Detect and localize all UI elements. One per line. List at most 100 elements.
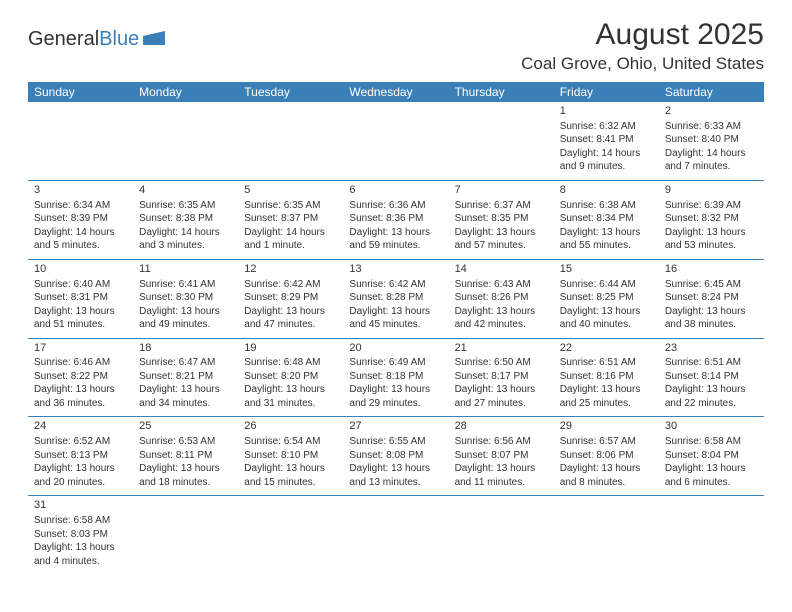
calendar-day: 3Sunrise: 6:34 AMSunset: 8:39 PMDaylight…	[28, 180, 133, 259]
daylight-line: Daylight: 14 hours and 9 minutes.	[560, 147, 653, 174]
sunset-line: Sunset: 8:16 PM	[560, 370, 653, 384]
sunset-line: Sunset: 8:24 PM	[665, 291, 758, 305]
daylight-line: Daylight: 13 hours and 34 minutes.	[139, 383, 232, 410]
calendar-empty	[449, 496, 554, 574]
daylight-line: Daylight: 14 hours and 3 minutes.	[139, 226, 232, 253]
sunset-line: Sunset: 8:03 PM	[34, 528, 127, 542]
sunrise-line: Sunrise: 6:52 AM	[34, 435, 127, 449]
daylight-line: Daylight: 13 hours and 22 minutes.	[665, 383, 758, 410]
day-number: 20	[349, 341, 442, 356]
day-number: 15	[560, 262, 653, 277]
sunrise-line: Sunrise: 6:50 AM	[455, 356, 548, 370]
day-number: 27	[349, 419, 442, 434]
sunset-line: Sunset: 8:37 PM	[244, 212, 337, 226]
sunset-line: Sunset: 8:08 PM	[349, 449, 442, 463]
sunrise-line: Sunrise: 6:39 AM	[665, 199, 758, 213]
logo: GeneralBlue	[28, 28, 165, 51]
day-number: 10	[34, 262, 127, 277]
calendar-day: 5Sunrise: 6:35 AMSunset: 8:37 PMDaylight…	[238, 180, 343, 259]
calendar-empty	[659, 496, 764, 574]
sunset-line: Sunset: 8:35 PM	[455, 212, 548, 226]
sunset-line: Sunset: 8:14 PM	[665, 370, 758, 384]
sunrise-line: Sunrise: 6:42 AM	[349, 278, 442, 292]
day-number: 28	[455, 419, 548, 434]
sunrise-line: Sunrise: 6:33 AM	[665, 120, 758, 134]
daylight-line: Daylight: 13 hours and 8 minutes.	[560, 462, 653, 489]
daylight-line: Daylight: 13 hours and 40 minutes.	[560, 305, 653, 332]
daylight-line: Daylight: 13 hours and 45 minutes.	[349, 305, 442, 332]
sunset-line: Sunset: 8:29 PM	[244, 291, 337, 305]
calendar-day: 28Sunrise: 6:56 AMSunset: 8:07 PMDayligh…	[449, 417, 554, 496]
sunrise-line: Sunrise: 6:51 AM	[665, 356, 758, 370]
day-number: 7	[455, 183, 548, 198]
day-number: 30	[665, 419, 758, 434]
sunrise-line: Sunrise: 6:51 AM	[560, 356, 653, 370]
daylight-line: Daylight: 13 hours and 6 minutes.	[665, 462, 758, 489]
calendar-day: 24Sunrise: 6:52 AMSunset: 8:13 PMDayligh…	[28, 417, 133, 496]
day-number: 1	[560, 104, 653, 119]
calendar-day: 27Sunrise: 6:55 AMSunset: 8:08 PMDayligh…	[343, 417, 448, 496]
daylight-line: Daylight: 13 hours and 4 minutes.	[34, 541, 127, 568]
day-number: 25	[139, 419, 232, 434]
sunrise-line: Sunrise: 6:41 AM	[139, 278, 232, 292]
daylight-line: Daylight: 13 hours and 13 minutes.	[349, 462, 442, 489]
calendar-head: SundayMondayTuesdayWednesdayThursdayFrid…	[28, 82, 764, 102]
weekday-header: Tuesday	[238, 82, 343, 102]
calendar-table: SundayMondayTuesdayWednesdayThursdayFrid…	[28, 82, 764, 574]
calendar-day: 2Sunrise: 6:33 AMSunset: 8:40 PMDaylight…	[659, 102, 764, 180]
location: Coal Grove, Ohio, United States	[521, 54, 764, 74]
weekday-header: Friday	[554, 82, 659, 102]
calendar-week: 10Sunrise: 6:40 AMSunset: 8:31 PMDayligh…	[28, 259, 764, 338]
sunrise-line: Sunrise: 6:47 AM	[139, 356, 232, 370]
calendar-empty	[133, 102, 238, 180]
sunset-line: Sunset: 8:13 PM	[34, 449, 127, 463]
sunrise-line: Sunrise: 6:36 AM	[349, 199, 442, 213]
calendar-week: 24Sunrise: 6:52 AMSunset: 8:13 PMDayligh…	[28, 417, 764, 496]
sunset-line: Sunset: 8:39 PM	[34, 212, 127, 226]
calendar-week: 17Sunrise: 6:46 AMSunset: 8:22 PMDayligh…	[28, 338, 764, 417]
daylight-line: Daylight: 14 hours and 7 minutes.	[665, 147, 758, 174]
daylight-line: Daylight: 13 hours and 11 minutes.	[455, 462, 548, 489]
sunset-line: Sunset: 8:20 PM	[244, 370, 337, 384]
sunrise-line: Sunrise: 6:58 AM	[34, 514, 127, 528]
sunset-line: Sunset: 8:30 PM	[139, 291, 232, 305]
calendar-day: 15Sunrise: 6:44 AMSunset: 8:25 PMDayligh…	[554, 259, 659, 338]
calendar-week: 3Sunrise: 6:34 AMSunset: 8:39 PMDaylight…	[28, 180, 764, 259]
sunrise-line: Sunrise: 6:34 AM	[34, 199, 127, 213]
sunset-line: Sunset: 8:17 PM	[455, 370, 548, 384]
sunset-line: Sunset: 8:36 PM	[349, 212, 442, 226]
calendar-day: 26Sunrise: 6:54 AMSunset: 8:10 PMDayligh…	[238, 417, 343, 496]
calendar-day: 31Sunrise: 6:58 AMSunset: 8:03 PMDayligh…	[28, 496, 133, 574]
sunrise-line: Sunrise: 6:37 AM	[455, 199, 548, 213]
day-number: 11	[139, 262, 232, 277]
sunset-line: Sunset: 8:21 PM	[139, 370, 232, 384]
sunrise-line: Sunrise: 6:53 AM	[139, 435, 232, 449]
daylight-line: Daylight: 13 hours and 20 minutes.	[34, 462, 127, 489]
calendar-day: 20Sunrise: 6:49 AMSunset: 8:18 PMDayligh…	[343, 338, 448, 417]
calendar-empty	[238, 102, 343, 180]
calendar-day: 9Sunrise: 6:39 AMSunset: 8:32 PMDaylight…	[659, 180, 764, 259]
sunset-line: Sunset: 8:26 PM	[455, 291, 548, 305]
sunrise-line: Sunrise: 6:35 AM	[244, 199, 337, 213]
daylight-line: Daylight: 13 hours and 18 minutes.	[139, 462, 232, 489]
calendar-day: 21Sunrise: 6:50 AMSunset: 8:17 PMDayligh…	[449, 338, 554, 417]
sunrise-line: Sunrise: 6:44 AM	[560, 278, 653, 292]
day-number: 29	[560, 419, 653, 434]
daylight-line: Daylight: 13 hours and 49 minutes.	[139, 305, 232, 332]
daylight-line: Daylight: 13 hours and 57 minutes.	[455, 226, 548, 253]
logo-text-1: General	[28, 28, 99, 51]
sunrise-line: Sunrise: 6:46 AM	[34, 356, 127, 370]
calendar-day: 19Sunrise: 6:48 AMSunset: 8:20 PMDayligh…	[238, 338, 343, 417]
sunset-line: Sunset: 8:32 PM	[665, 212, 758, 226]
calendar-day: 6Sunrise: 6:36 AMSunset: 8:36 PMDaylight…	[343, 180, 448, 259]
daylight-line: Daylight: 13 hours and 42 minutes.	[455, 305, 548, 332]
day-number: 9	[665, 183, 758, 198]
sunrise-line: Sunrise: 6:48 AM	[244, 356, 337, 370]
weekday-header: Wednesday	[343, 82, 448, 102]
daylight-line: Daylight: 13 hours and 25 minutes.	[560, 383, 653, 410]
sunset-line: Sunset: 8:34 PM	[560, 212, 653, 226]
calendar-day: 16Sunrise: 6:45 AMSunset: 8:24 PMDayligh…	[659, 259, 764, 338]
calendar-day: 1Sunrise: 6:32 AMSunset: 8:41 PMDaylight…	[554, 102, 659, 180]
sunrise-line: Sunrise: 6:38 AM	[560, 199, 653, 213]
daylight-line: Daylight: 13 hours and 55 minutes.	[560, 226, 653, 253]
